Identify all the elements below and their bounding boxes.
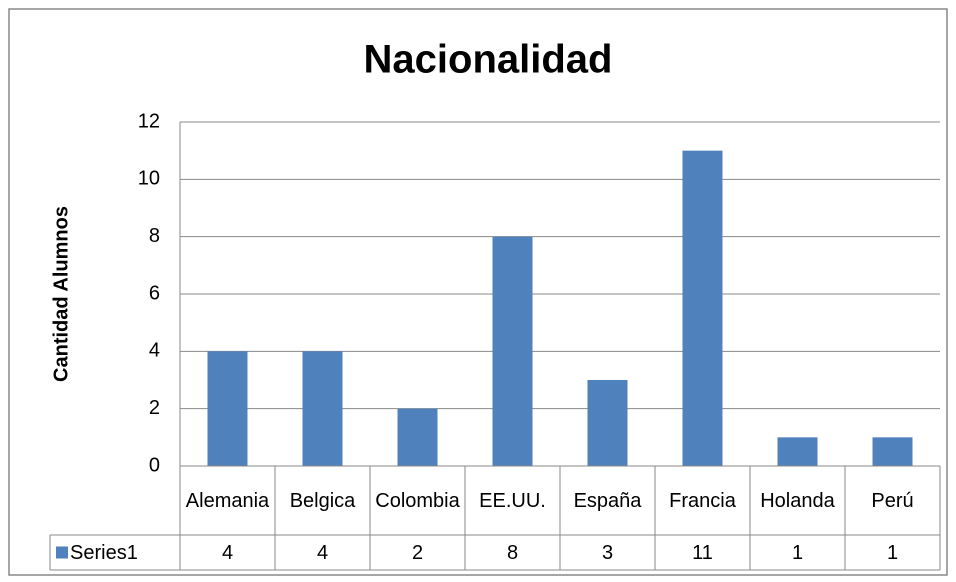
table-value: 8 [507, 542, 518, 564]
table-value: 1 [792, 542, 803, 564]
y-tick-label: 6 [149, 282, 160, 304]
table-value: 2 [412, 542, 423, 564]
x-tick-label: Perú [871, 489, 914, 512]
y-tick-label: 4 [149, 340, 160, 362]
bar [872, 437, 913, 466]
chart-title: Nacionalidad [364, 38, 613, 82]
y-axis-label: Cantidad Alumnos [50, 206, 72, 382]
legend-label: Series1 [70, 542, 138, 564]
y-tick-label: 2 [149, 397, 160, 419]
table-value: 11 [692, 542, 713, 564]
table-value: 4 [222, 542, 233, 564]
x-tick-label: Alemania [185, 489, 270, 512]
x-tick-label: Holanda [760, 489, 835, 512]
table-value: 3 [602, 542, 613, 564]
table-value: 1 [887, 542, 898, 564]
x-tick-label: España [573, 489, 642, 512]
bar [777, 437, 818, 466]
bar [682, 150, 723, 466]
bar [207, 351, 248, 466]
x-tick-label: EE.UU. [479, 489, 546, 512]
chart-frame [8, 8, 948, 576]
bar [397, 408, 438, 466]
x-tick-label: Colombia [375, 489, 460, 512]
legend-swatch [56, 546, 68, 559]
y-tick-label: 0 [149, 454, 160, 476]
x-tick-label: Francia [669, 489, 736, 512]
bar [587, 380, 628, 466]
y-tick-label: 8 [149, 225, 160, 247]
table-value: 4 [317, 542, 328, 564]
x-tick-label: Belgica [289, 489, 356, 512]
bar [492, 236, 533, 466]
y-tick-label: 12 [138, 110, 160, 132]
y-tick-label: 10 [138, 168, 160, 190]
bar [302, 351, 343, 466]
